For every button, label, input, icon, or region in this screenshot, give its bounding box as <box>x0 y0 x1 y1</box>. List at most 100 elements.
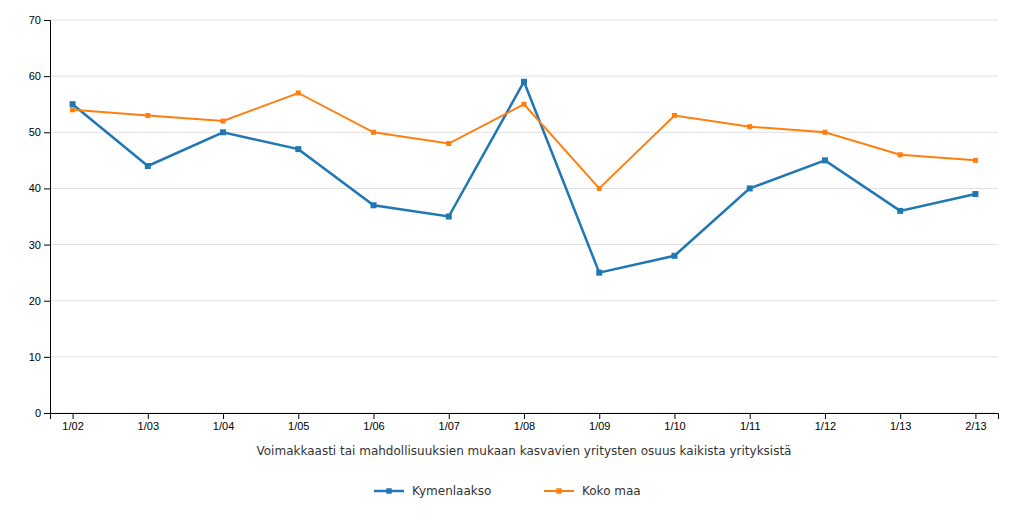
x-tick-mark <box>750 413 751 419</box>
x-tick-label: 1/02 <box>62 420 83 432</box>
point-marker <box>822 130 827 135</box>
legend-item: Koko maa <box>544 484 641 498</box>
x-tick-label: 1/09 <box>589 420 610 432</box>
x-tick: 1/12 <box>815 413 836 432</box>
x-tick: 2/13 <box>965 413 986 432</box>
legend-label: Kymenlaakso <box>412 484 491 498</box>
y-axis: 010203040506070 <box>29 14 51 419</box>
series-markers <box>70 79 979 276</box>
legend: Kymenlaakso Koko maa <box>374 484 641 498</box>
point-marker <box>145 163 151 169</box>
chart-svg: 0102030405060701/021/031/041/051/061/071… <box>0 0 1023 523</box>
point-marker <box>897 208 903 214</box>
y-tick-label: 60 <box>29 70 41 82</box>
x-tick-label: 2/13 <box>965 420 986 432</box>
y-tick: 50 <box>29 126 50 138</box>
point-marker <box>221 119 226 124</box>
legend-marker <box>386 488 391 493</box>
x-tick-label: 1/07 <box>439 420 460 432</box>
y-tick-label: 70 <box>29 14 41 26</box>
grid-line <box>50 300 998 301</box>
series-line <box>73 82 976 273</box>
y-tick-label: 10 <box>29 351 41 363</box>
point-marker <box>70 101 76 107</box>
point-marker <box>70 107 75 112</box>
legend-marker <box>556 488 561 493</box>
y-tick-label: 30 <box>29 239 41 251</box>
x-tick: 1/07 <box>439 413 460 432</box>
y-tick: 60 <box>29 70 50 82</box>
point-marker <box>972 191 978 197</box>
x-tick-mark <box>599 413 600 419</box>
series-markers <box>70 90 978 190</box>
y-tick-label: 0 <box>35 407 41 419</box>
y-tick-mark <box>44 357 50 358</box>
y-tick-mark <box>44 132 50 133</box>
point-marker <box>295 146 301 152</box>
grid-line <box>50 20 998 21</box>
y-tick-mark <box>44 301 50 302</box>
point-marker <box>596 270 602 276</box>
x-tick: 1/03 <box>138 413 159 432</box>
point-marker <box>973 158 978 163</box>
grid-line <box>50 132 998 133</box>
x-tick-label: 1/10 <box>664 420 685 432</box>
point-marker <box>446 214 452 220</box>
x-tick-label: 1/11 <box>740 420 761 432</box>
y-tick: 10 <box>29 351 50 363</box>
x-tick-label: 1/13 <box>890 420 911 432</box>
series-line <box>73 93 976 188</box>
x-tick-label: 1/06 <box>363 420 384 432</box>
x-tick-mark <box>374 413 375 419</box>
chart-container: 0102030405060701/021/031/041/051/061/071… <box>0 0 1023 523</box>
grid-line <box>50 76 998 77</box>
y-tick-label: 50 <box>29 126 41 138</box>
point-marker <box>747 185 753 191</box>
x-tick-mark <box>73 413 74 419</box>
y-tick-mark <box>44 20 50 21</box>
x-tick-label: 1/03 <box>138 420 159 432</box>
point-marker <box>672 113 677 118</box>
point-marker <box>521 79 527 85</box>
x-tick-label: 1/12 <box>815 420 836 432</box>
x-axis: 1/021/031/041/051/061/071/081/091/101/11… <box>51 413 999 432</box>
x-tick-mark <box>148 413 149 419</box>
y-tick: 0 <box>35 407 50 419</box>
x-tick-label: 1/08 <box>514 420 535 432</box>
y-tick: 40 <box>29 182 50 194</box>
x-tick: 1/02 <box>62 413 83 432</box>
point-marker <box>898 152 903 157</box>
y-tick: 70 <box>29 14 50 26</box>
point-marker <box>446 141 451 146</box>
point-marker <box>822 157 828 163</box>
point-marker <box>671 253 677 259</box>
grid-line <box>50 244 998 245</box>
point-marker <box>522 102 527 107</box>
y-tick-mark <box>44 413 50 414</box>
x-tick-mark <box>524 413 525 419</box>
x-tick-mark <box>449 413 450 419</box>
x-tick-mark <box>674 413 675 419</box>
y-tick-label: 40 <box>29 182 41 194</box>
x-tick: 1/11 <box>740 413 761 432</box>
legend-label: Koko maa <box>582 484 641 498</box>
marks <box>70 79 979 276</box>
grid <box>50 20 998 413</box>
legend-item: Kymenlaakso <box>374 484 491 498</box>
x-tick-mark <box>900 413 901 419</box>
y-axis-line <box>44 21 51 414</box>
x-tick: 1/10 <box>664 413 685 432</box>
point-marker <box>597 186 602 191</box>
point-marker <box>145 113 150 118</box>
point-marker <box>296 90 301 95</box>
x-axis-title: Voimakkaasti tai mahdollisuuksien mukaan… <box>257 444 792 458</box>
x-tick: 1/09 <box>589 413 610 432</box>
x-tick: 1/13 <box>890 413 911 432</box>
x-tick: 1/06 <box>363 413 384 432</box>
x-tick-mark <box>825 413 826 419</box>
y-tick-mark <box>44 76 50 77</box>
x-tick-label: 1/04 <box>213 420 234 432</box>
point-marker <box>747 124 752 129</box>
point-marker <box>371 130 376 135</box>
grid-line <box>50 356 998 357</box>
